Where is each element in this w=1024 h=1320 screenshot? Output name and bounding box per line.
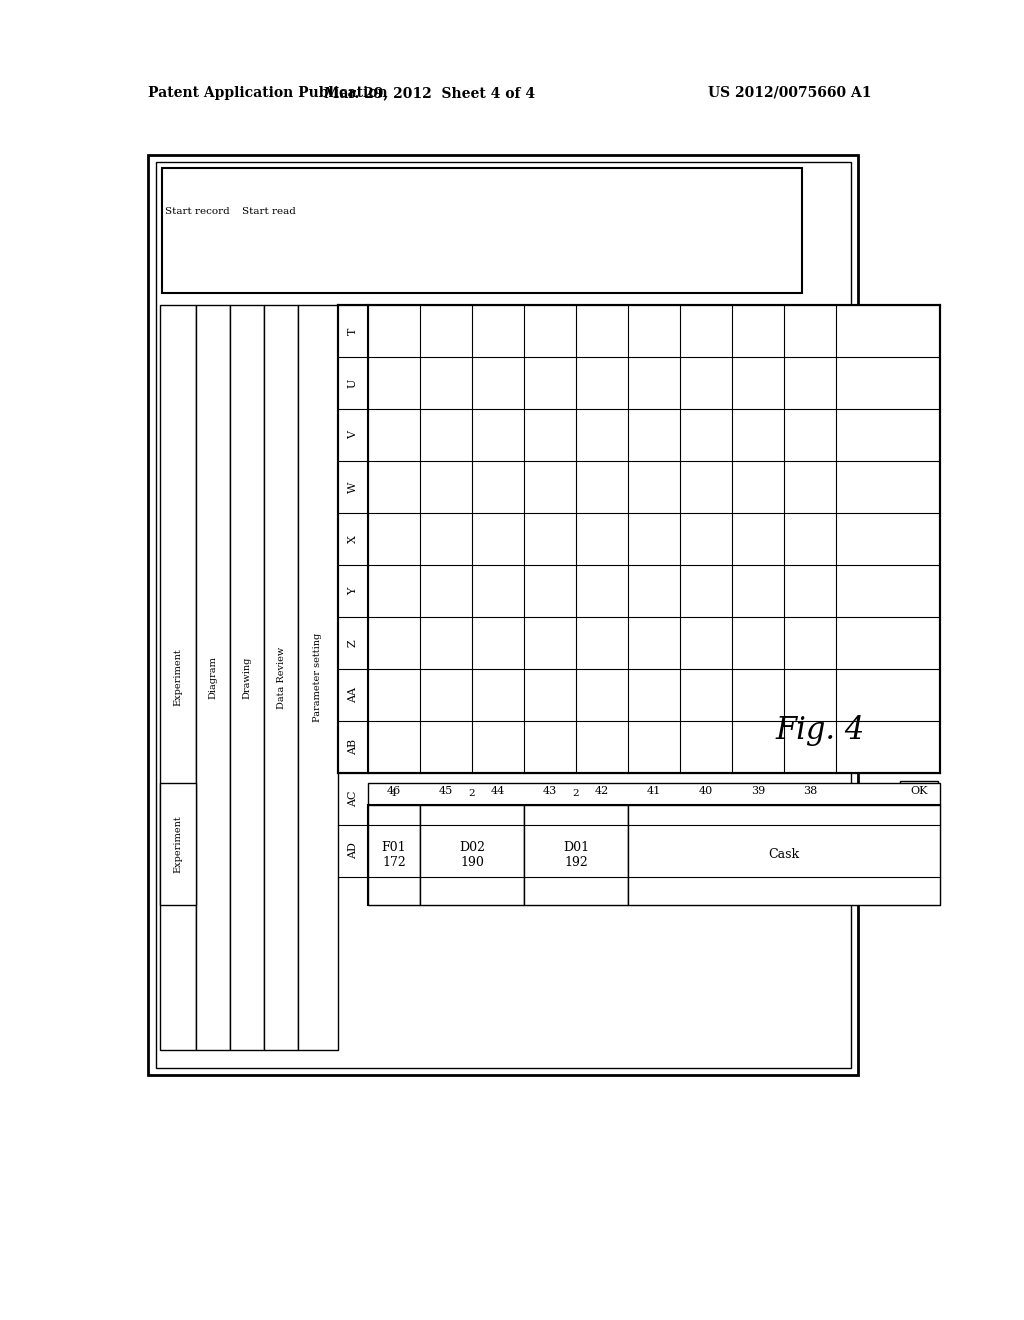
Text: OK: OK: [910, 785, 928, 796]
Text: X: X: [348, 535, 358, 543]
Text: 2: 2: [572, 789, 580, 799]
Bar: [298, 305, 338, 1049]
Bar: [156, 162, 851, 1068]
Text: 1: 1: [391, 789, 397, 799]
Bar: [264, 305, 298, 1049]
Text: W: W: [348, 482, 358, 492]
Bar: [162, 201, 232, 222]
Text: Drawing: Drawing: [243, 656, 252, 698]
Text: 41: 41: [647, 785, 662, 796]
Text: Parameter setting: Parameter setting: [313, 632, 323, 722]
Text: 39: 39: [751, 785, 765, 796]
Bar: [368, 805, 940, 906]
Text: V: V: [348, 432, 358, 440]
Bar: [230, 305, 264, 1049]
Text: T: T: [348, 327, 358, 335]
Text: U: U: [348, 379, 358, 388]
Text: Patent Application Publication: Patent Application Publication: [148, 86, 388, 100]
Text: Data Review: Data Review: [276, 647, 286, 709]
Text: AD: AD: [348, 842, 358, 859]
Text: US 2012/0075660 A1: US 2012/0075660 A1: [709, 86, 871, 100]
Text: AC: AC: [348, 791, 358, 808]
Text: 43: 43: [543, 785, 557, 796]
Text: AA: AA: [348, 686, 358, 704]
Bar: [368, 805, 420, 906]
Text: Cask: Cask: [768, 849, 800, 862]
Text: 42: 42: [595, 785, 609, 796]
Bar: [420, 805, 524, 906]
Bar: [162, 168, 802, 293]
Text: Fig. 4: Fig. 4: [775, 714, 864, 746]
Text: 44: 44: [490, 785, 505, 796]
Text: AB: AB: [348, 739, 358, 755]
Text: Mar. 29, 2012  Sheet 4 of 4: Mar. 29, 2012 Sheet 4 of 4: [325, 86, 536, 100]
Text: Start read: Start read: [242, 206, 296, 215]
Text: Y: Y: [348, 587, 358, 595]
Text: F01
172: F01 172: [382, 841, 407, 869]
Bar: [148, 154, 858, 1074]
Text: Start record: Start record: [165, 206, 229, 215]
Text: Diagram: Diagram: [209, 656, 217, 698]
Text: Z: Z: [348, 639, 358, 647]
Bar: [160, 305, 196, 1049]
Text: D01
192: D01 192: [563, 841, 589, 869]
Bar: [196, 305, 230, 1049]
Bar: [524, 805, 628, 906]
Text: 38: 38: [803, 785, 817, 796]
Text: Experiment: Experiment: [173, 648, 182, 706]
Bar: [338, 305, 940, 774]
Bar: [368, 783, 940, 805]
Text: 45: 45: [439, 785, 454, 796]
Bar: [900, 781, 938, 801]
Bar: [237, 201, 300, 222]
Bar: [628, 805, 940, 906]
Text: Experiment: Experiment: [173, 816, 182, 873]
Bar: [160, 783, 196, 906]
Text: D02
190: D02 190: [459, 841, 485, 869]
Text: 2: 2: [469, 789, 475, 799]
Text: 40: 40: [698, 785, 713, 796]
Text: 46: 46: [387, 785, 401, 796]
